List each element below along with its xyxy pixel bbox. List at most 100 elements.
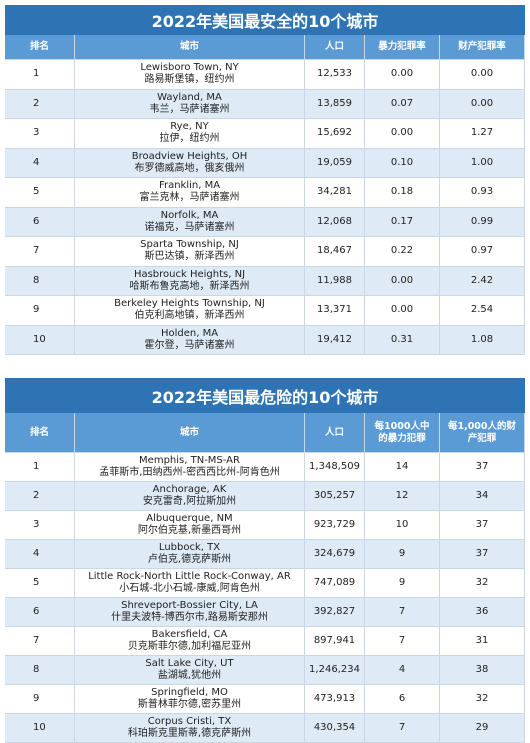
rank-cell: 7 (5, 237, 75, 267)
city-name-zh: 路易斯堡镇，纽约州 (144, 74, 235, 86)
number-cell: 19,059 (305, 148, 365, 178)
number-cell: 1,246,234 (305, 656, 365, 685)
number-cell: 37 (440, 511, 525, 540)
header-cell: 每1,000人的财产犯罪 (440, 413, 525, 453)
city-name-en: Salt Lake City, UT (145, 658, 234, 669)
number-cell: 34 (440, 482, 525, 511)
number-cell: 18,467 (305, 237, 365, 267)
number-cell: 923,729 (305, 511, 365, 540)
city-name-en: Shreveport-Bossier City, LA (121, 600, 258, 611)
city-name-en: Franklin, MA (158, 180, 221, 192)
city-cell: Corpus Cristi, TX 科珀斯克里斯蒂,德克萨斯州 (75, 714, 305, 743)
city-cell: Albuquerque, NM 阿尔伯克基,新墨西哥州 (75, 511, 305, 540)
header-cell: 城市 (75, 35, 305, 60)
number-cell: 305,257 (305, 482, 365, 511)
city-name-zh: 什里夫波特-博西尔市,路易斯安那州 (111, 612, 268, 623)
city-name-zh: 诺福克，马萨诸塞州 (144, 221, 235, 233)
number-cell: 37 (440, 540, 525, 569)
city-name-zh: 科珀斯克里斯蒂,德克萨斯州 (127, 728, 252, 739)
rank-cell: 4 (5, 148, 75, 178)
number-cell: 12,533 (305, 60, 365, 90)
number-cell: 0.00 (365, 60, 440, 90)
city-name-zh: 贝克斯菲尔德,加利福尼亚州 (127, 641, 252, 652)
number-cell: 13,371 (305, 296, 365, 326)
table-title: 2022年美国最安全的10个城市 (5, 5, 525, 35)
rank-cell: 5 (5, 569, 75, 598)
city-cell: Salt Lake City, UT 盐湖城,犹他州 (75, 656, 305, 685)
city-name-en: Hasbrouck Heights, NJ (133, 268, 246, 280)
number-cell: 11,988 (305, 266, 365, 296)
city-cell: Memphis, TN-MS-AR 孟菲斯市,田纳西州-密西西比州-阿肯色州 (75, 453, 305, 482)
number-cell: 392,827 (305, 598, 365, 627)
header-cell: 每1000人中的暴力犯罪 (365, 413, 440, 453)
number-cell: 37 (440, 453, 525, 482)
city-name-zh: 斯巴达镇，新泽西州 (144, 251, 235, 263)
number-cell: 32 (440, 685, 525, 714)
city-name-en: Little Rock-North Little Rock-Conway, AR (88, 571, 291, 582)
rank-cell: 7 (5, 627, 75, 656)
city-name-zh: 安克雷奇,阿拉斯加州 (142, 496, 237, 507)
city-cell: Anchorage, AK 安克雷奇,阿拉斯加州 (75, 482, 305, 511)
rank-cell: 10 (5, 325, 75, 355)
city-name-en: Albuquerque, NM (146, 513, 233, 524)
rank-cell: 9 (5, 296, 75, 326)
number-cell: 12,068 (305, 207, 365, 237)
city-name-zh: 伯克利高地镇，新泽西州 (134, 310, 245, 322)
city-name-en: Bakersfield, CA (151, 629, 228, 640)
number-cell: 14 (365, 453, 440, 482)
city-cell: Holden, MA 霍尔登，马萨诸塞州 (75, 325, 305, 355)
number-cell: 430,354 (305, 714, 365, 743)
number-cell: 15,692 (305, 119, 365, 149)
rank-cell: 4 (5, 540, 75, 569)
city-name-en: Berkeley Heights Township, NJ (114, 298, 265, 310)
city-cell: Sparta Township, NJ 斯巴达镇，新泽西州 (75, 237, 305, 267)
city-cell: Lubbock, TX 卢伯克,德克萨斯州 (75, 540, 305, 569)
number-cell: 0.99 (440, 207, 525, 237)
number-cell: 36 (440, 598, 525, 627)
header-cell: 财产犯罪率 (440, 35, 525, 60)
number-cell: 7 (365, 598, 440, 627)
city-name-en: Holden, MA (160, 327, 219, 339)
rank-cell: 3 (5, 511, 75, 540)
city-cell: Berkeley Heights Township, NJ 伯克利高地镇，新泽西州 (75, 296, 305, 326)
number-cell: 0.07 (365, 89, 440, 119)
number-cell: 31 (440, 627, 525, 656)
rank-cell: 2 (5, 482, 75, 511)
number-cell: 38 (440, 656, 525, 685)
rank-cell: 6 (5, 207, 75, 237)
city-cell: Bakersfield, CA 贝克斯菲尔德,加利福尼亚州 (75, 627, 305, 656)
number-cell: 897,941 (305, 627, 365, 656)
city-cell: Springfield, MO 斯普林菲尔德,密苏里州 (75, 685, 305, 714)
city-name-en: Corpus Cristi, TX (147, 716, 232, 727)
city-cell: Franklin, MA 富兰克林，马萨诸塞州 (75, 178, 305, 208)
number-cell: 747,089 (305, 569, 365, 598)
rank-cell: 2 (5, 89, 75, 119)
rank-cell: 6 (5, 598, 75, 627)
header-cell: 暴力犯罪率 (365, 35, 440, 60)
city-name-en: Memphis, TN-MS-AR (139, 455, 240, 466)
city-name-zh: 哈斯布鲁克高地，新泽西州 (129, 280, 250, 292)
number-cell: 2.42 (440, 266, 525, 296)
number-cell: 324,679 (305, 540, 365, 569)
number-cell: 1,348,509 (305, 453, 365, 482)
rank-cell: 9 (5, 685, 75, 714)
number-cell: 0.22 (365, 237, 440, 267)
number-cell: 12 (365, 482, 440, 511)
header-cell: 人口 (305, 35, 365, 60)
number-cell: 1.08 (440, 325, 525, 355)
number-cell: 0.00 (365, 296, 440, 326)
city-name-zh: 盐湖城,犹他州 (157, 670, 222, 681)
number-cell: 0.93 (440, 178, 525, 208)
city-name-zh: 孟菲斯市,田纳西州-密西西比州-阿肯色州 (99, 467, 280, 478)
city-cell: Shreveport-Bossier City, LA 什里夫波特-博西尔市,路易… (75, 598, 305, 627)
number-cell: 34,281 (305, 178, 365, 208)
rank-cell: 3 (5, 119, 75, 149)
number-cell: 6 (365, 685, 440, 714)
city-name-en: Broadview Heights, OH (131, 150, 248, 162)
city-name-en: Springfield, MO (151, 687, 228, 698)
number-cell: 0.00 (440, 60, 525, 90)
city-name-zh: 拉伊，纽约州 (159, 133, 220, 145)
city-cell: Wayland, MA 韦兰，马萨诸塞州 (75, 89, 305, 119)
rank-cell: 1 (5, 60, 75, 90)
